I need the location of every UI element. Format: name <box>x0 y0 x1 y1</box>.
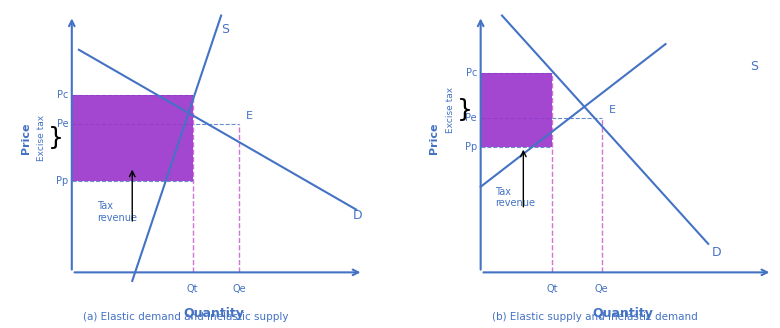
Text: Pe: Pe <box>466 113 477 123</box>
Bar <box>72 95 193 181</box>
Text: E: E <box>608 105 615 115</box>
Text: Qt: Qt <box>187 284 198 294</box>
Text: Qe: Qe <box>232 284 246 294</box>
Text: E: E <box>246 111 253 121</box>
Text: Qe: Qe <box>594 284 608 294</box>
Text: Price: Price <box>20 122 30 154</box>
Text: Price: Price <box>430 122 439 154</box>
Text: D: D <box>712 246 722 259</box>
Text: }: } <box>456 98 473 122</box>
Text: (b) Elastic supply and inelastic demand: (b) Elastic supply and inelastic demand <box>491 312 697 322</box>
Text: Tax
revenue: Tax revenue <box>495 187 535 208</box>
Text: Pp: Pp <box>465 142 477 152</box>
Text: Pp: Pp <box>56 176 68 186</box>
Text: Quantity: Quantity <box>593 307 654 319</box>
Text: Pc: Pc <box>57 91 68 100</box>
Text: Excise tax: Excise tax <box>446 87 455 133</box>
Text: Pe: Pe <box>57 119 68 129</box>
Text: D: D <box>353 209 362 222</box>
Text: S: S <box>750 60 758 73</box>
Text: Quantity: Quantity <box>183 307 244 319</box>
Text: Pc: Pc <box>466 68 477 78</box>
Text: }: } <box>48 126 64 150</box>
Text: Tax
revenue: Tax revenue <box>97 201 136 223</box>
Text: Excise tax: Excise tax <box>37 115 46 161</box>
Bar <box>480 72 551 147</box>
Text: Qt: Qt <box>546 284 558 294</box>
Text: S: S <box>221 23 229 36</box>
Text: (a) Elastic demand and inelastic supply: (a) Elastic demand and inelastic supply <box>83 312 289 322</box>
